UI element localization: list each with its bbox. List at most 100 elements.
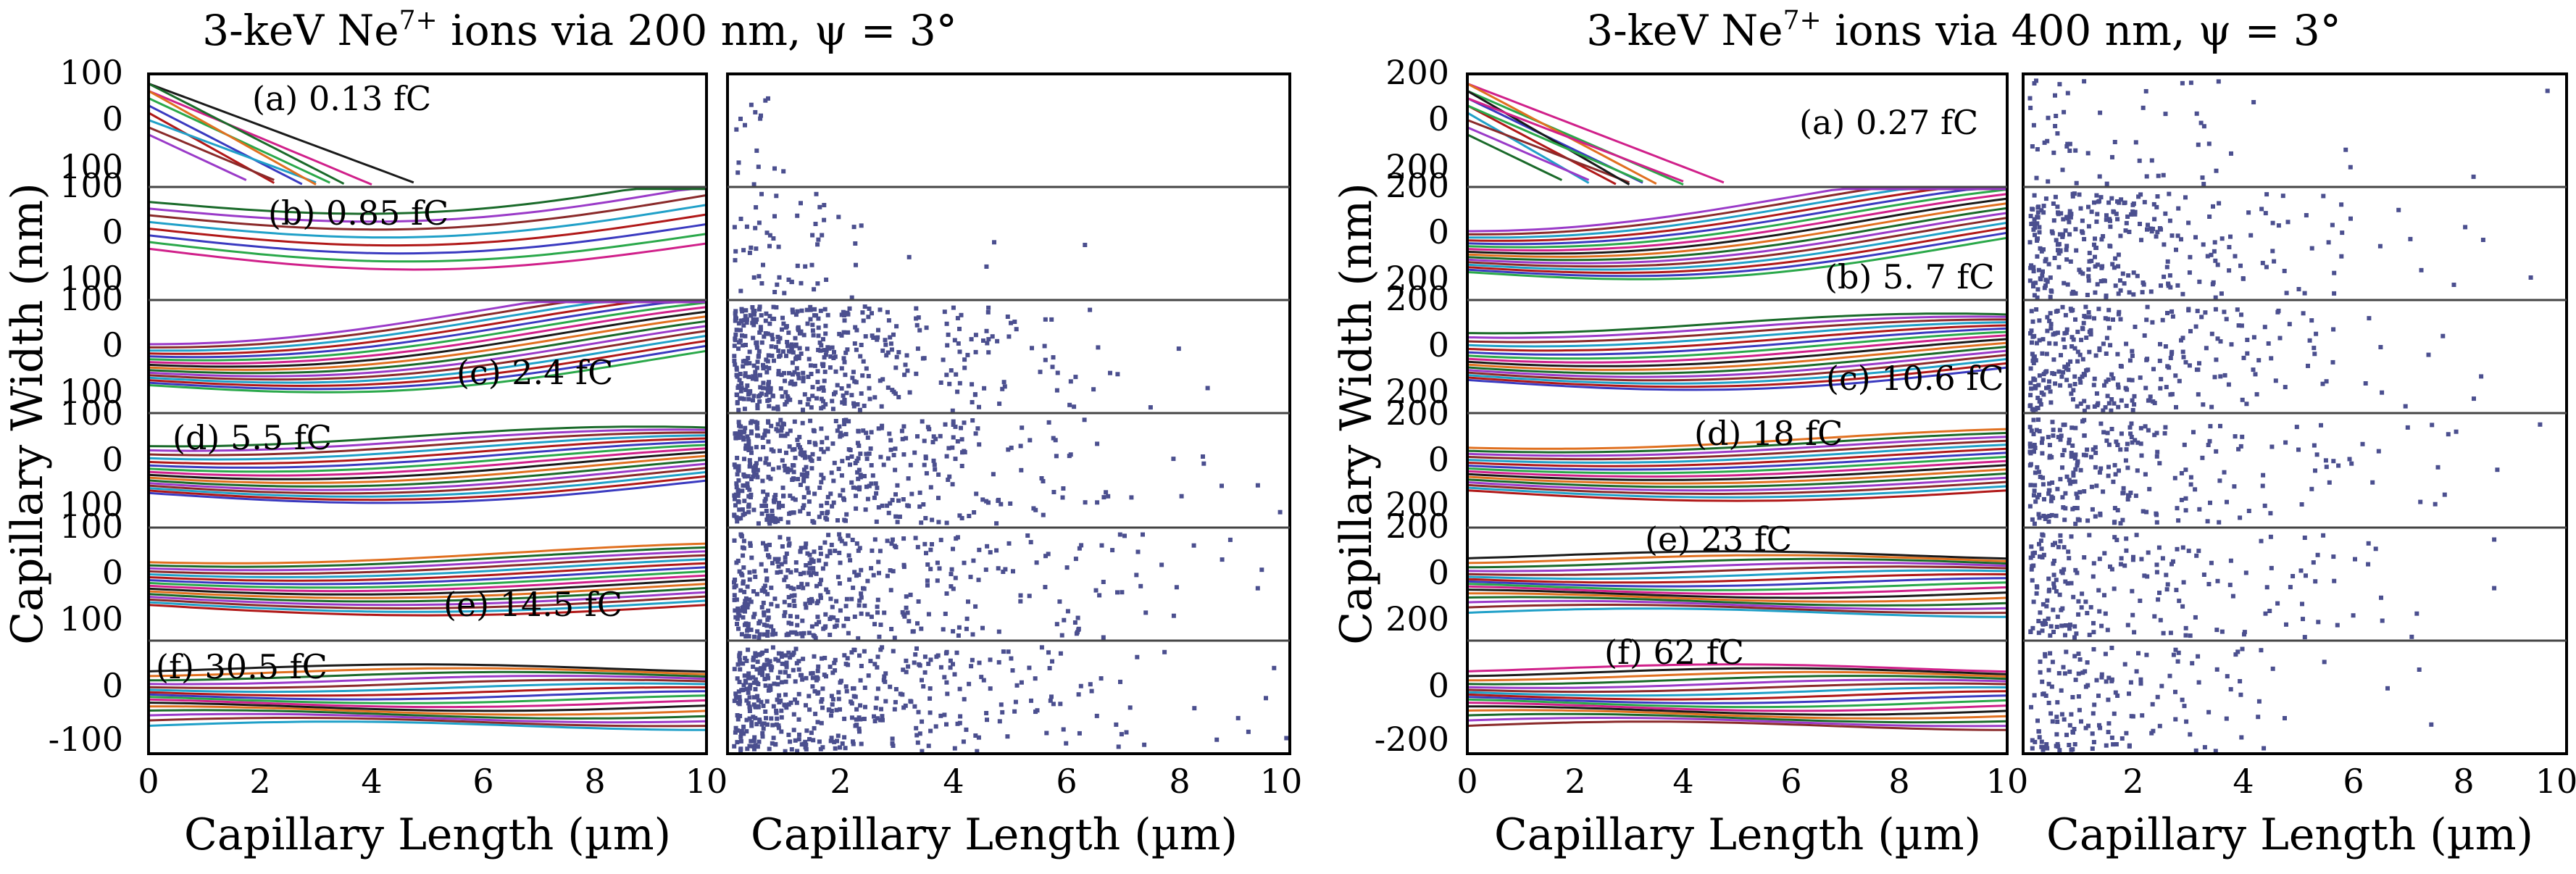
trajectory-line xyxy=(149,542,706,565)
hit-point xyxy=(2200,455,2205,460)
trajectory-line xyxy=(149,454,706,484)
hit-point xyxy=(862,404,867,408)
hit-point xyxy=(1179,494,1184,499)
hit-point xyxy=(858,717,863,722)
hit-point xyxy=(2064,257,2069,262)
hit-point xyxy=(801,503,806,508)
hit-point xyxy=(835,738,839,744)
hit-point xyxy=(914,371,919,376)
hit-point xyxy=(870,311,874,316)
hit-point xyxy=(755,420,760,425)
hit-point xyxy=(741,364,746,369)
hit-point xyxy=(2315,552,2320,557)
hit-point xyxy=(1062,617,1067,623)
left-scatter-frame xyxy=(726,72,1291,755)
hit-point xyxy=(784,665,789,670)
hit-point xyxy=(1077,546,1082,551)
hit-point xyxy=(829,736,834,741)
left-trajectory-x-axis-label: Capillary Length (µm) xyxy=(184,810,671,860)
trajectory-line xyxy=(1467,577,2007,588)
hit-point xyxy=(2032,193,2037,198)
hit-point xyxy=(2103,405,2108,410)
hit-point xyxy=(2172,475,2177,480)
hit-point xyxy=(745,628,750,633)
trajectory-line xyxy=(149,325,706,378)
hit-point xyxy=(2139,453,2144,458)
hit-point xyxy=(2059,607,2064,612)
hit-point xyxy=(2101,430,2106,435)
hit-point xyxy=(2073,567,2078,573)
trajectory-line xyxy=(1467,431,2007,454)
hit-point xyxy=(751,322,756,328)
hit-point xyxy=(2154,454,2159,459)
hit-point xyxy=(733,309,738,314)
trajectory-line xyxy=(1467,97,1684,183)
trajectory-line xyxy=(149,222,706,255)
hit-point xyxy=(793,344,799,349)
hit-point xyxy=(2205,519,2210,524)
hit-point xyxy=(2051,630,2056,634)
hit-point xyxy=(2029,704,2033,709)
hit-point xyxy=(2267,609,2272,613)
hit-point xyxy=(954,372,959,377)
hit-point xyxy=(733,691,738,696)
hit-point xyxy=(2224,317,2229,322)
hit-point xyxy=(928,485,933,490)
hit-point xyxy=(749,628,754,633)
hit-point xyxy=(772,596,778,602)
hit-point xyxy=(2327,480,2332,485)
hit-point xyxy=(2124,447,2129,452)
trajectory-line xyxy=(1467,338,2007,367)
hit-point xyxy=(845,347,850,352)
hit-point xyxy=(2226,382,2231,387)
y-tick-label: 200 xyxy=(1385,53,1449,92)
hit-point xyxy=(795,309,800,314)
hit-point xyxy=(856,444,862,449)
hit-point xyxy=(2193,615,2198,620)
hit-point xyxy=(949,567,954,572)
hit-point xyxy=(2055,615,2060,620)
hit-point xyxy=(866,673,871,678)
hit-point xyxy=(791,350,796,355)
hit-point xyxy=(2046,681,2051,686)
hit-point xyxy=(959,437,964,442)
hit-point xyxy=(2133,212,2138,217)
hit-point xyxy=(2169,562,2174,567)
hit-point xyxy=(812,688,817,694)
hit-point xyxy=(983,567,988,573)
hit-point xyxy=(807,454,812,459)
trajectory-line xyxy=(149,591,706,607)
hit-point xyxy=(933,436,938,441)
hit-point xyxy=(885,538,890,544)
hit-point xyxy=(856,548,861,553)
hit-point xyxy=(2091,561,2096,566)
hit-point xyxy=(1006,541,1012,546)
hit-point xyxy=(2035,215,2040,220)
hit-point xyxy=(833,354,838,359)
hit-point xyxy=(2092,242,2096,247)
hit-point xyxy=(938,380,943,385)
hit-point xyxy=(769,423,774,428)
hit-point xyxy=(837,581,842,586)
hit-point xyxy=(815,720,820,725)
hit-point xyxy=(776,557,781,562)
hit-point xyxy=(839,473,844,478)
hit-point xyxy=(2182,442,2187,447)
hit-point xyxy=(869,430,874,435)
hit-point xyxy=(812,491,817,496)
hit-point xyxy=(915,740,920,745)
hit-point xyxy=(2093,514,2098,519)
hit-point xyxy=(770,723,775,728)
hit-point xyxy=(2037,541,2041,546)
hit-point xyxy=(864,457,870,462)
hit-point xyxy=(753,373,758,378)
hit-point xyxy=(2048,651,2053,656)
hit-point xyxy=(875,654,880,659)
hit-point xyxy=(822,355,827,360)
hit-point xyxy=(751,665,756,669)
hit-point xyxy=(923,516,928,520)
hit-point xyxy=(1220,557,1225,562)
x-tick-label: 10 xyxy=(685,762,728,801)
hit-point xyxy=(2027,425,2033,430)
hit-point xyxy=(830,697,835,702)
